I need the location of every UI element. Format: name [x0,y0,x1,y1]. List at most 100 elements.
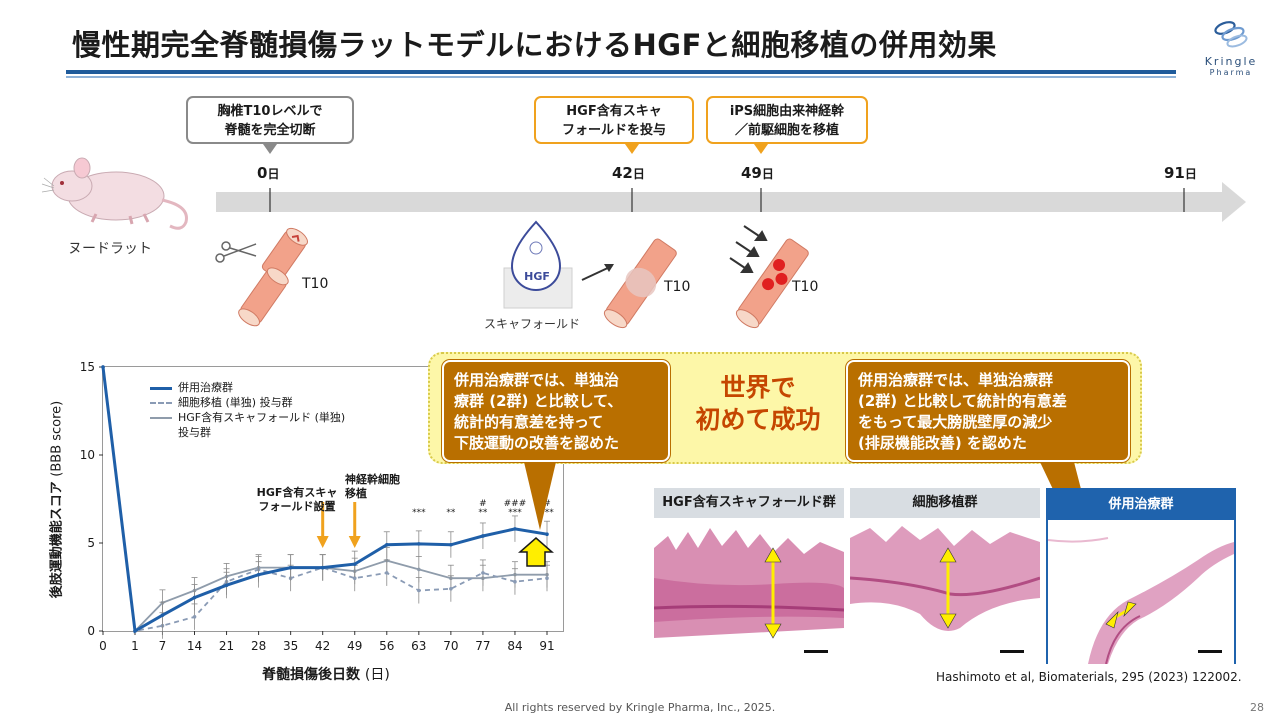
event-annotation: フォールド設置 [259,499,336,513]
data-point [545,576,549,580]
result-box-bladder: 併用治療群では、単独治療群 (2群) と比較して統計的有意差 をもって最大膀胱壁… [846,360,1130,462]
data-point [101,365,105,369]
event-arrow-head [316,536,329,548]
significance-mark: # [543,499,551,509]
data-point [384,571,389,575]
scaffold-label: スキャフォールド [484,317,581,331]
data-point [481,571,485,575]
event-annotation: HGF含有スキャ [257,485,338,499]
x-tick-label: 42 [315,639,330,653]
callout-tip [754,144,768,154]
day-label-42: 42日 [612,164,645,182]
day-label-91: 91日 [1164,164,1197,182]
logo-mark-icon [1214,21,1248,48]
histology-label: 併用治療群 [1048,490,1234,520]
x-tick-label: 49 [347,639,362,653]
data-point [288,565,293,570]
histology-label: HGF含有スキャフォールド群 [654,488,844,518]
title-rule [66,70,1176,74]
result-box-motor: 併用治療群では、単独治 療群 (2群) と比較して、 統計的有意差を持って 下肢… [442,360,670,462]
x-tick-label: 35 [283,639,298,653]
data-point [417,567,421,572]
data-point [513,527,517,531]
t10-label: T10 [792,279,819,295]
histology-panel-hgf: HGF含有スキャフォールド群 [654,488,844,664]
spinal-cord-cells-icon [735,238,809,329]
hgf-drop-icon [503,220,573,309]
significance-mark: ### [504,499,527,509]
logo-sub: Pharma [1209,68,1253,77]
histology-panel-combination: 併用治療群 [1046,488,1236,666]
data-point [192,595,197,600]
highlight-arrow-icon [518,537,554,567]
hgf-label: HGF [524,270,550,283]
data-point [417,542,421,546]
histology-image-combination [1048,537,1234,665]
y-tick-label: 15 [80,360,95,374]
significance-mark: # [479,499,487,509]
data-point [545,532,549,536]
callout-hgf-scaffold: HGF含有スキャ フォールドを投与 [534,96,694,144]
y-tick-label: 5 [87,536,95,550]
callout-tip [625,144,639,154]
x-tick-label: 70 [443,639,458,653]
data-point [352,562,357,566]
event-annotation: 移植 [345,486,367,500]
callout-tip [263,144,277,154]
spinal-cord-scaffold-icon [603,238,677,329]
data-point [513,579,517,584]
x-tick-label: 28 [251,639,266,653]
histology-image-cell [850,526,1040,653]
copyright-footer: All rights reserved by Kringle Pharma, I… [504,701,776,714]
data-point [417,588,421,593]
callout-cell-transplant: iPS細胞由来神経幹 ／前駆細胞を移植 [706,96,868,144]
legend-item-cell: 細胞移植 (単独) 投与群 [150,395,345,410]
chart-legend: 併用治療群 細胞移植 (単独) 投与群 HGF含有スキャフォールド (単独) 投… [150,380,345,440]
data-point [224,583,229,588]
data-point [192,615,197,619]
event-annotation: 神経幹細胞 [345,472,400,486]
data-point [384,542,389,547]
rat-icon [41,157,188,230]
world-first-banner: 世界で 初めて成功 [695,373,821,434]
significance-mark: *** [508,508,522,518]
legend-item-hgf-cont: 投与群 [178,426,211,439]
data-point [133,629,137,633]
data-point [256,572,261,577]
logo-name: Kringle [1204,55,1258,68]
data-point [352,576,357,580]
x-tick-label: 21 [219,639,234,653]
x-tick-label: 91 [539,639,554,653]
scissors-icon [215,241,257,263]
x-tick-label: 7 [159,639,167,653]
citation: Hashimoto et al, Biomaterials, 295 (2023… [936,670,1242,684]
legend-item-hgf: HGF含有スキャフォールド (単独) [150,410,345,425]
callout-transection: 胸椎T10レベルで 脊髄を完全切断 [186,96,354,144]
injection-arrows-icon [729,225,768,273]
significance-mark: ** [478,508,488,518]
data-point [160,613,165,617]
legend-item-combination: 併用治療群 [150,380,345,395]
company-logo: Kringle Pharma [1196,16,1266,86]
x-tick-label: 1 [131,639,139,653]
data-point [320,565,325,570]
timeline-graphic: HGF [41,157,1246,329]
page-number: 28 [1250,701,1264,714]
chart-xlabel: 脊髄損傷後日数 (日) [262,667,390,683]
t10-label: T10 [302,276,329,292]
histology-image-hgf [654,528,844,653]
x-tick-label: 84 [507,639,522,653]
day-label-49: 49日 [741,164,774,182]
data-point [481,534,485,538]
rat-label: ヌードラット [68,241,152,257]
y-tick-label: 0 [87,624,95,638]
data-point [449,542,453,547]
histology-label: 細胞移植群 [850,488,1040,518]
x-tick-label: 77 [475,639,490,653]
data-point [449,586,453,591]
spinal-cord-cut-icon [238,227,308,327]
day-label-0: 0日 [257,164,280,182]
x-tick-label: 56 [379,639,394,653]
title-rule-thin [66,76,1176,78]
